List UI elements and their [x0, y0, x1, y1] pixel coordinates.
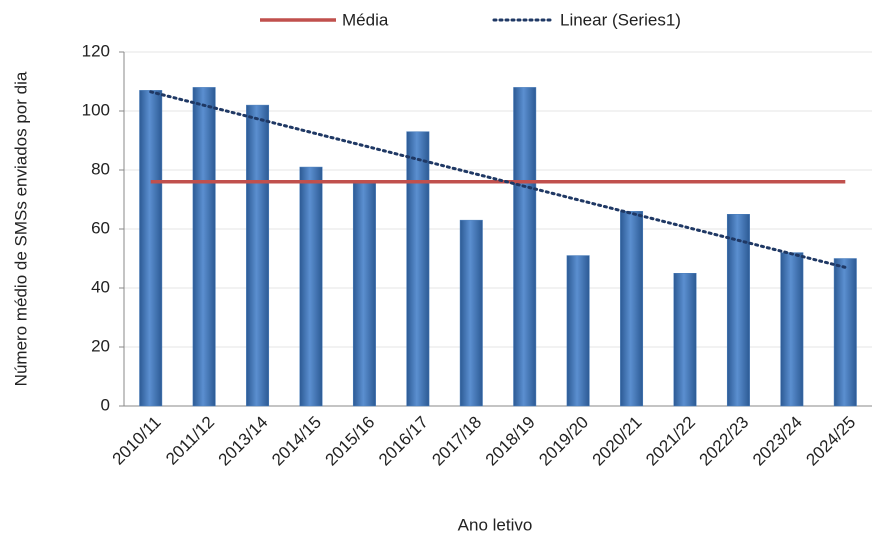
y-tick-label: 40 [91, 277, 110, 296]
bar [352, 181, 376, 407]
y-tick-label: 100 [82, 100, 110, 119]
x-tick-label: 2011/12 [162, 413, 218, 469]
x-tick-label: 2014/15 [268, 413, 325, 470]
y-tick-label: 60 [91, 218, 110, 237]
x-tick-label: 2013/14 [215, 413, 272, 470]
x-tick-label: 2018/19 [482, 413, 539, 470]
y-tick-label: 0 [101, 395, 110, 414]
bar [566, 255, 590, 407]
x-tick-label: 2020/21 [589, 413, 646, 470]
bar [192, 87, 216, 407]
x-tick-label: 2021/22 [642, 413, 699, 470]
x-tick-label: 2017/18 [428, 413, 485, 470]
bar [513, 87, 537, 407]
trend-line [149, 90, 847, 269]
y-tick-label: 120 [82, 41, 110, 60]
y-tick-label: 20 [91, 336, 110, 355]
bar [406, 131, 430, 407]
bar [246, 104, 270, 407]
x-tick-label: 2024/25 [802, 413, 859, 470]
x-tick-label: 2023/24 [749, 413, 806, 470]
bar [459, 219, 483, 407]
y-axis-title: Número médio de SMSs enviados por dia [11, 71, 30, 386]
bar [620, 211, 644, 407]
x-tick-label: 2016/17 [375, 413, 432, 470]
bar [673, 273, 697, 407]
x-axis-title: Ano letivo [458, 515, 533, 534]
bar [780, 252, 804, 407]
legend-label: Linear (Series1) [560, 10, 681, 29]
x-tick-label: 2010/11 [109, 413, 165, 469]
bar [299, 166, 323, 407]
legend-label: Média [342, 10, 389, 29]
bar [833, 258, 857, 407]
y-tick-label: 80 [91, 159, 110, 178]
x-tick-label: 2022/23 [696, 413, 753, 470]
bar [139, 90, 163, 407]
bar [726, 214, 750, 407]
x-tick-label: 2015/16 [322, 413, 379, 470]
x-tick-label: 2019/20 [535, 413, 592, 470]
